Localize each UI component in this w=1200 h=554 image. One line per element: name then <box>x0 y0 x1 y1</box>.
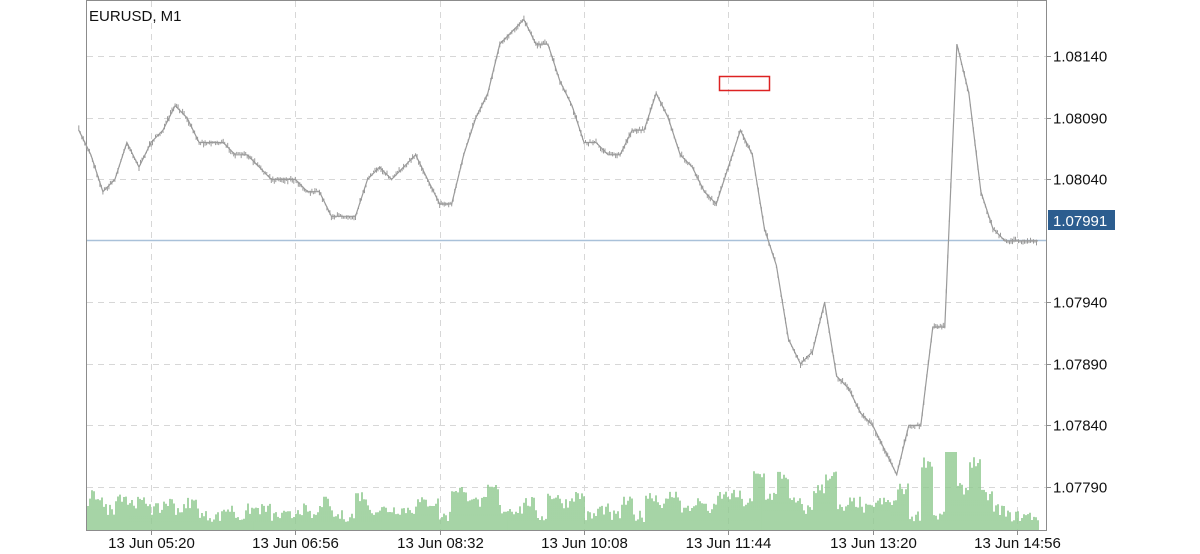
volume-bars-path <box>87 452 1039 530</box>
highlight-box[interactable] <box>718 75 771 92</box>
x-tick-label: 13 Jun 10:08 <box>541 535 628 552</box>
current-price-label: 1.07991 <box>1053 213 1107 230</box>
price-line <box>78 18 1038 477</box>
current-price-badge: 1.07991 <box>1048 210 1115 230</box>
y-tick-label: 1.08090 <box>1053 111 1107 128</box>
x-tick-label: 13 Jun 11:44 <box>686 535 772 552</box>
x-tick-label: 13 Jun 08:32 <box>397 535 484 552</box>
chart-title: EURUSD, M1 <box>89 8 182 25</box>
x-tick-label: 13 Jun 05:20 <box>108 535 195 552</box>
y-tick-label: 1.07790 <box>1053 480 1107 497</box>
price-series <box>78 15 1038 477</box>
volume-bars <box>87 452 1039 530</box>
y-tick-label: 1.07940 <box>1053 295 1107 312</box>
y-tick-label: 1.08040 <box>1053 172 1107 189</box>
x-tick-label: 13 Jun 06:56 <box>252 535 339 552</box>
x-tick-label: 13 Jun 14:56 <box>974 535 1061 552</box>
x-tick-label: 13 Jun 13:20 <box>830 535 917 552</box>
y-axis: 1.08140 1.08090 1.08040 1.07940 1.07890 1.078… <box>1046 49 1107 497</box>
x-axis: 13 Jun 05:20 13 Jun 06:56 13 Jun 08:32 13 J… <box>108 530 1061 552</box>
y-tick-label: 1.07890 <box>1053 357 1107 374</box>
plot-frame <box>86 0 1047 531</box>
y-tick-label: 1.07840 <box>1053 418 1107 435</box>
y-tick-label: 1.08140 <box>1053 49 1107 66</box>
grid <box>87 1 1046 530</box>
